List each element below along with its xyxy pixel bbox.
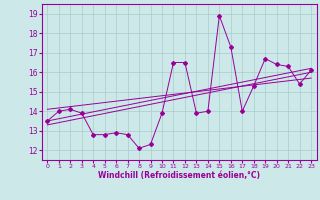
X-axis label: Windchill (Refroidissement éolien,°C): Windchill (Refroidissement éolien,°C): [98, 171, 260, 180]
